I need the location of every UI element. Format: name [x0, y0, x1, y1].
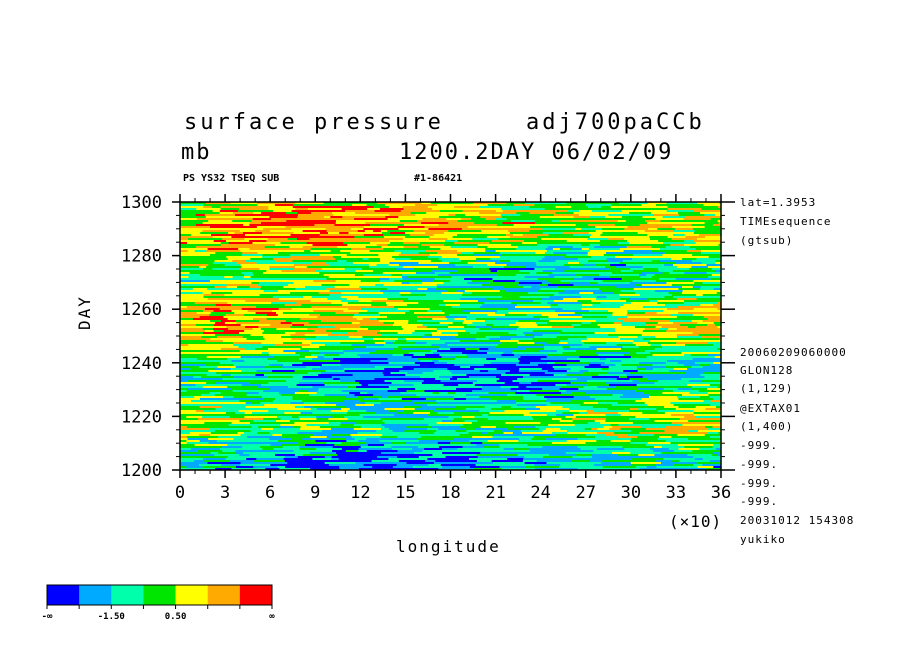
right-info-bottom-0: 20060209060000 [740, 346, 847, 359]
x-tick-label: 30 [621, 483, 641, 503]
x-tick-label: 24 [530, 483, 550, 503]
right-info-bottom-10: yukiko [740, 533, 786, 546]
colorbar-frame [46, 584, 273, 606]
right-info-bottom-7: -999. [740, 477, 779, 490]
colorbar-swatch [111, 585, 144, 605]
x-tick-label: 27 [576, 483, 596, 503]
chart-title: surface pressure [184, 110, 444, 135]
axes: 0 3 6 9 12 15 18 21 24 27 30 33 36120012201240126012… [121, 193, 735, 503]
x-tick-label: 12 [350, 483, 370, 503]
colorbar-swatch [79, 585, 112, 605]
x-tick-label: 36 [711, 483, 731, 503]
right-info-bottom-6: -999. [740, 458, 779, 471]
chart-time-info: 1200.2DAY 06/02/09 [399, 140, 674, 165]
colorbar-swatch [239, 585, 273, 605]
chart-info-left: PS YS32 TSEQ SUB [183, 173, 280, 184]
chart-info-mid: #1-86421 [414, 173, 463, 184]
x-tick-label: 6 [265, 483, 275, 503]
right-info-bottom-5: -999. [740, 439, 779, 452]
colorbar-label: -∞ [42, 612, 53, 622]
y-tick-label: 1260 [121, 300, 162, 320]
colorbar-swatch [143, 585, 177, 605]
y-tick-label: 1300 [121, 193, 162, 213]
x-tick-label: 0 [175, 483, 185, 503]
right-info-top-0: lat=1.3953 [740, 196, 817, 209]
right-info-bottom-1: GLON128 [740, 364, 794, 377]
x-axis-scale-note: (×10) [669, 512, 723, 531]
colorbar-label: ∞ [269, 612, 275, 622]
right-info-bottom-8: -999. [740, 495, 779, 508]
y-tick-label: 1200 [121, 461, 162, 481]
y-tick-label: 1240 [121, 354, 162, 374]
right-info-bottom-2: (1,129) [740, 382, 794, 395]
x-tick-label: 21 [485, 483, 505, 503]
y-tick-label: 1220 [121, 407, 162, 427]
chart-experiment-name: adj700paCCb [526, 110, 705, 135]
colorbar-label: 0.50 [165, 612, 187, 622]
right-info-bottom-3: @EXTAX01 [740, 402, 801, 415]
chart-units: mb [181, 140, 212, 165]
right-info-bottom-4: (1,400) [740, 420, 794, 433]
right-info-top-2: (gtsub) [740, 234, 794, 247]
x-tick-label: 3 [220, 483, 230, 503]
x-tick-label: 33 [666, 483, 686, 503]
heatmap-field [180, 202, 721, 470]
x-tick-label: 18 [440, 483, 460, 503]
colorbar-swatch [47, 585, 80, 605]
x-axis-label: longitude [396, 537, 501, 556]
y-tick-label: 1280 [121, 247, 162, 267]
colorbar: -∞ -1.50 0.50 ∞ [42, 584, 275, 622]
x-tick-label: 15 [395, 483, 415, 503]
colorbar-label: -1.50 [98, 612, 125, 622]
colorbar-swatch [175, 585, 209, 605]
right-info-bottom-9: 20031012 154308 [740, 514, 855, 527]
colorbar-swatch [207, 585, 241, 605]
right-info-top-1: TIMEsequence [740, 215, 832, 228]
x-tick-label: 9 [310, 483, 320, 503]
